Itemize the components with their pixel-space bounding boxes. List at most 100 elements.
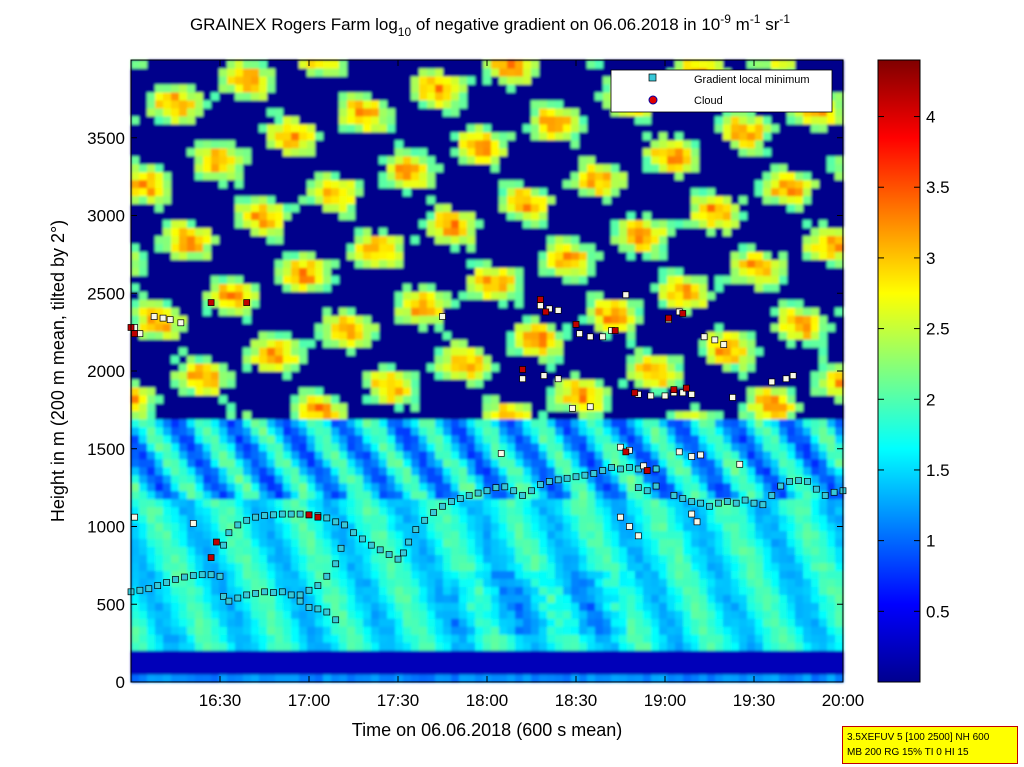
heatmap-cell bbox=[283, 642, 292, 651]
heatmap-cell bbox=[467, 578, 476, 587]
heatmap-cell bbox=[179, 219, 188, 229]
heatmap-cell bbox=[355, 642, 364, 651]
heatmap-cell bbox=[411, 355, 420, 364]
heatmap-cell bbox=[195, 394, 204, 404]
heatmap-cell bbox=[379, 482, 388, 492]
heatmap-cell bbox=[299, 610, 308, 619]
heatmap-cell bbox=[139, 99, 148, 109]
heatmap-cell bbox=[315, 634, 324, 643]
heatmap-cell bbox=[131, 586, 140, 595]
heatmap-cell bbox=[235, 291, 244, 300]
heatmap-cell bbox=[227, 291, 236, 300]
heatmap-cell bbox=[155, 514, 164, 524]
heatmap-cell bbox=[603, 434, 612, 444]
heatmap-cell bbox=[459, 594, 468, 603]
heatmap-cell bbox=[579, 219, 588, 229]
heatmap-cell bbox=[571, 195, 580, 205]
heatmap-cell bbox=[139, 378, 148, 388]
heatmap-cell bbox=[619, 195, 628, 205]
heatmap-cell bbox=[507, 450, 516, 460]
heatmap-cell bbox=[419, 522, 428, 532]
heatmap-cell bbox=[235, 139, 244, 149]
heatmap-cell bbox=[627, 283, 636, 292]
heatmap-cell bbox=[179, 514, 188, 524]
heatmap-cell bbox=[267, 650, 276, 659]
heatmap-cell bbox=[315, 355, 324, 364]
heatmap-cell bbox=[419, 658, 428, 667]
heatmap-cell bbox=[347, 163, 356, 173]
heatmap-cell bbox=[211, 650, 220, 659]
heatmap-cell bbox=[555, 147, 564, 157]
heatmap-cell bbox=[635, 658, 644, 667]
heatmap-cell bbox=[555, 331, 564, 340]
heatmap-cell bbox=[587, 347, 596, 356]
heatmap-cell bbox=[499, 299, 508, 308]
heatmap-cell bbox=[155, 410, 164, 420]
heatmap-cell bbox=[235, 83, 244, 93]
heatmap-cell bbox=[531, 259, 540, 268]
heatmap-cell bbox=[443, 219, 452, 229]
heatmap-cell bbox=[371, 363, 380, 372]
heatmap-cell bbox=[539, 554, 548, 563]
heatmap-cell bbox=[555, 323, 564, 332]
heatmap-cell bbox=[211, 147, 220, 157]
heatmap-cell bbox=[275, 163, 284, 173]
heatmap-cell bbox=[571, 307, 580, 316]
heatmap-cell bbox=[603, 163, 612, 173]
heatmap-cell bbox=[483, 75, 492, 85]
heatmap-cell bbox=[499, 347, 508, 356]
heatmap-cell bbox=[259, 91, 268, 101]
heatmap-cell bbox=[475, 243, 484, 252]
heatmap-cell bbox=[363, 434, 372, 444]
heatmap-cell bbox=[387, 514, 396, 524]
heatmap-cell bbox=[403, 67, 412, 77]
heatmap-cell bbox=[171, 283, 180, 292]
heatmap-cell bbox=[555, 602, 564, 611]
heatmap-cell bbox=[595, 410, 604, 420]
heatmap-cell bbox=[635, 498, 644, 508]
heatmap-cell bbox=[491, 394, 500, 404]
heatmap-cell bbox=[219, 251, 228, 260]
heatmap-cell bbox=[147, 650, 156, 659]
heatmap-cell bbox=[299, 147, 308, 157]
heatmap-cell bbox=[267, 602, 276, 611]
heatmap-cell bbox=[363, 442, 372, 452]
heatmap-cell bbox=[531, 530, 540, 540]
heatmap-cell bbox=[299, 618, 308, 627]
heatmap-cell bbox=[371, 434, 380, 444]
heatmap-cell bbox=[435, 203, 444, 213]
heatmap-cell bbox=[555, 658, 564, 667]
heatmap-cell bbox=[443, 60, 452, 69]
heatmap-cell bbox=[571, 163, 580, 173]
heatmap-cell bbox=[579, 291, 588, 300]
heatmap-cell bbox=[395, 498, 404, 508]
heatmap-cell bbox=[179, 626, 188, 635]
heatmap-cell bbox=[283, 251, 292, 260]
heatmap-cell bbox=[379, 235, 388, 245]
heatmap-cell bbox=[451, 275, 460, 284]
heatmap-cell bbox=[467, 386, 476, 396]
heatmap-cell bbox=[299, 602, 308, 611]
heatmap-cell bbox=[491, 235, 500, 245]
heatmap-cell bbox=[515, 514, 524, 524]
heatmap-cell bbox=[611, 418, 620, 428]
heatmap-cell bbox=[371, 315, 380, 324]
heatmap-cell bbox=[187, 211, 196, 221]
heatmap-cell bbox=[299, 490, 308, 500]
heatmap-cell bbox=[627, 235, 636, 245]
heatmap-cell bbox=[507, 123, 516, 133]
heatmap-cell bbox=[579, 402, 588, 412]
heatmap-cell bbox=[363, 363, 372, 372]
heatmap-cell bbox=[227, 211, 236, 221]
heatmap-cell bbox=[139, 474, 148, 484]
heatmap-cell bbox=[595, 347, 604, 356]
heatmap-cell bbox=[363, 139, 372, 149]
heatmap-cell bbox=[571, 498, 580, 508]
heatmap-cell bbox=[411, 514, 420, 524]
heatmap-cell bbox=[195, 291, 204, 300]
heatmap-cell bbox=[459, 514, 468, 524]
heatmap-cell bbox=[211, 83, 220, 93]
heatmap-cell bbox=[627, 562, 636, 571]
heatmap-cell bbox=[195, 267, 204, 276]
heatmap-cell bbox=[515, 283, 524, 292]
